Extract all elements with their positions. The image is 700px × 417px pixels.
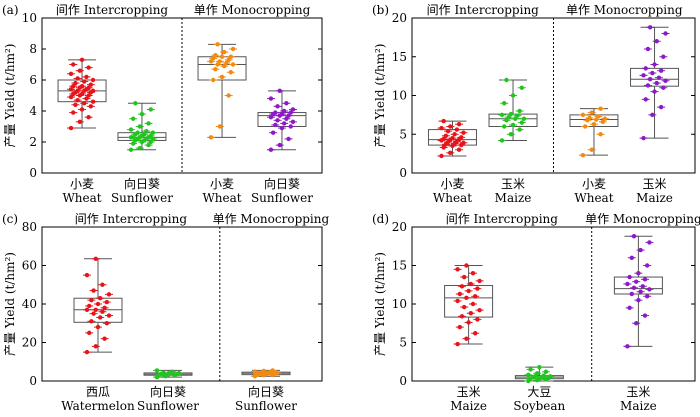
box-sunflower [143,368,193,380]
box-wheat [569,106,619,158]
y-tick-label: 0 [399,374,407,388]
y-tick-label: 20 [22,336,37,350]
group-label-intercropping: 间作 Intercropping [75,212,188,226]
category-label-en: Maize [636,191,673,205]
category-label-en: Watermelon [61,399,135,413]
category-label-zh: 大豆 [527,385,551,399]
panel-1: (a) 0 2 4 6 8 10 产量 Yield (t/hm²) 间作 Intercroppi… [2,3,323,205]
y-tick-label: 0 [29,374,37,388]
category-label-en: Sunflower [137,399,199,413]
y-axis-label: 产量 Yield (t/hm²) [373,44,387,148]
category-label-zh: 向日葵 [124,176,160,191]
category-label-en: Sunflower [251,191,313,205]
y-tick-label: 20 [392,11,407,25]
panel-3: (c) 0 20 40 60 80 产量 Yield (t/hm²) 间作 Intercrop… [2,212,330,413]
box-wheat [57,57,107,131]
y-tick-label: 15 [392,259,407,273]
y-axis-label: 产量 Yield (t/hm²) [3,252,17,356]
category-label-en: Maize [495,191,532,205]
panel-label: (d) [372,212,389,226]
box-maize [630,25,680,141]
category-label-en: Maize [450,399,487,413]
panel-label: (b) [372,3,389,17]
box-maize [444,263,494,347]
y-tick-label: 0 [29,166,37,180]
category-label-zh: 玉米 [501,177,525,191]
category-label-en: Sunflower [111,191,173,205]
category-label-en: Maize [620,399,657,413]
category-label-en: Soybean [513,399,565,413]
category-label-en: Sunflower [235,399,297,413]
box-watermelon [73,256,123,355]
box-maize [613,234,663,349]
category-label-zh: 向日葵 [264,176,300,191]
category-label-zh: 玉米 [457,385,481,399]
category-label-en: Wheat [574,191,613,205]
box-sunflower [257,88,307,152]
group-label-intercropping: 间作 Intercropping [56,3,169,17]
panel-4: (d) 0 5 10 15 20 产量 Yield (t/hm²) 间作 Intercropp… [372,212,700,413]
y-tick-label: 5 [399,127,407,141]
category-label-en: Wheat [433,191,472,205]
category-label-en: Wheat [202,191,241,205]
y-tick-label: 4 [29,104,37,118]
box-sunflower [241,368,291,379]
y-tick-label: 15 [392,50,407,64]
category-label-zh: 小麦 [210,177,234,191]
group-label-monocropping: 单作 Monocropping [566,3,683,17]
panel-label: (c) [2,212,18,226]
y-tick-label: 10 [392,89,407,103]
category-label-zh: 西瓜 [86,385,110,399]
group-label-intercropping: 间作 Intercropping [446,212,559,226]
y-tick-label: 80 [22,220,37,234]
y-tick-label: 10 [392,297,407,311]
box-wheat [427,118,477,159]
y-tick-label: 8 [29,42,37,56]
category-label-zh: 玉米 [626,385,650,399]
y-tick-label: 40 [22,297,37,311]
y-tick-label: 60 [22,259,37,273]
category-label-zh: 小麦 [70,177,94,191]
box-wheat [197,42,247,140]
y-tick-label: 5 [399,336,407,350]
y-tick-label: 20 [392,220,407,234]
y-axis-label: 产量 Yield (t/hm²) [373,252,387,356]
y-tick-label: 10 [22,11,37,25]
y-tick-label: 0 [399,166,407,180]
y-axis-label: 产量 Yield (t/hm²) [3,44,17,148]
category-label-en: Wheat [62,191,101,205]
panel-2: (b) 0 5 10 15 20 产量 Yield (t/hm²) 间作 Intercropp… [372,3,696,205]
box-iqr [569,114,619,127]
group-label-intercropping: 间作 Intercropping [427,3,540,17]
category-label-zh: 小麦 [440,177,464,191]
box-maize [488,77,538,143]
category-label-zh: 向日葵 [150,384,186,399]
y-tick-label: 6 [29,73,37,87]
group-label-monocropping: 单作 Monocropping [585,212,700,226]
box-sunflower [117,101,167,152]
y-tick-label: 2 [29,135,37,149]
category-label-zh: 向日葵 [248,384,284,399]
group-label-monocropping: 单作 Monocropping [213,212,330,226]
category-label-zh: 小麦 [582,177,606,191]
group-label-monocropping: 单作 Monocropping [194,3,311,17]
category-label-zh: 玉米 [643,177,667,191]
box-soybean [514,364,564,384]
panel-label: (a) [2,3,19,17]
